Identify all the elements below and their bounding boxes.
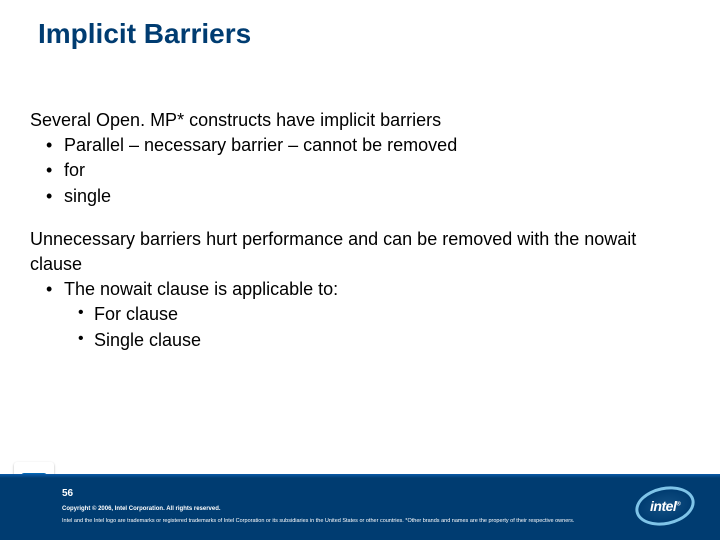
bullet-item: The nowait clause is applicable to: [30,277,690,302]
para1-lead: Several Open. MP* constructs have implic… [30,108,690,133]
slide: Implicit Barriers Several Open. MP* cons… [0,0,720,540]
slide-footer: 56 Copyright © 2006, Intel Corporation. … [0,474,720,540]
bullet-item: Parallel – necessary barrier – cannot be… [30,133,690,158]
bullet-item: single [30,184,690,209]
footer-divider [0,474,720,478]
paragraph-1: Several Open. MP* constructs have implic… [30,108,690,209]
para2-lead: Unnecessary barriers hurt performance an… [30,227,690,277]
intel-swirl-icon: intel® [632,481,699,531]
bullet-item: for [30,158,690,183]
sub-bullet-item: Single clause [30,328,690,353]
trademark-text: Intel and the Intel logo are trademarks … [62,518,574,524]
slide-content: Several Open. MP* constructs have implic… [30,108,690,371]
slide-title: Implicit Barriers [38,18,251,50]
sub-bullet-item: For clause [30,302,690,327]
logo-text: intel® [650,498,680,514]
paragraph-2: Unnecessary barriers hurt performance an… [30,227,690,353]
copyright-text: Copyright © 2006, Intel Corporation. All… [62,506,221,512]
intel-logo: intel® [634,486,696,526]
page-number: 56 [62,488,73,499]
